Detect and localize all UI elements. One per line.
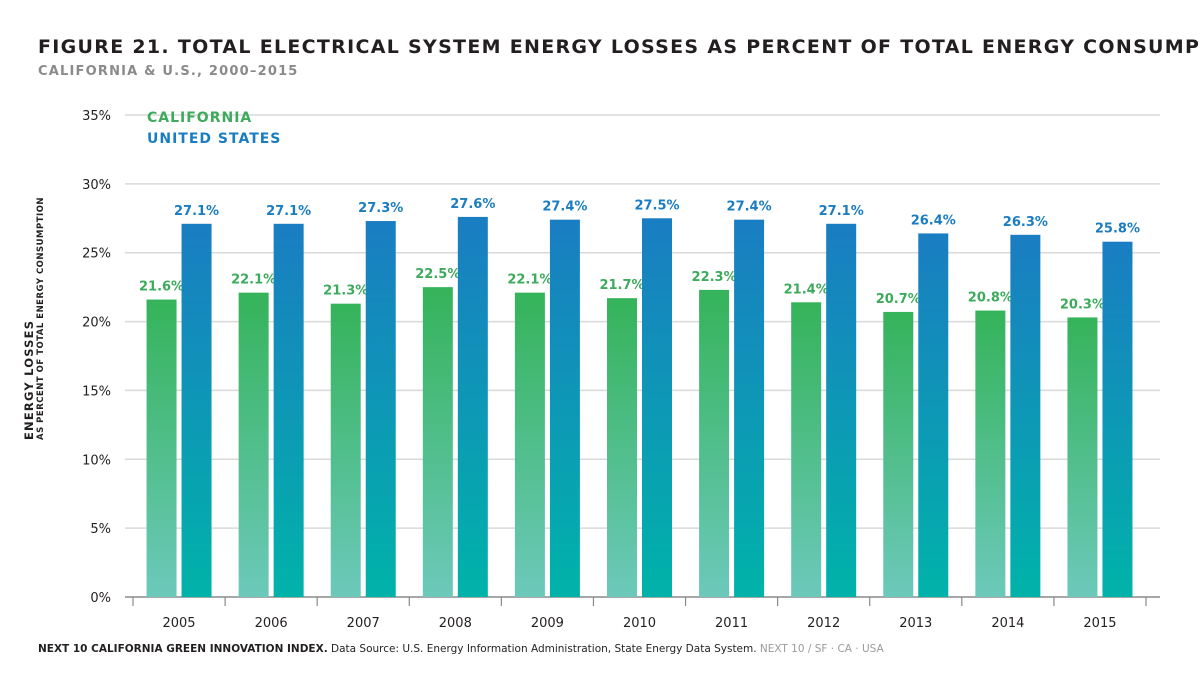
data-label-california: 22.3% — [692, 270, 737, 285]
data-label-us: 27.6% — [450, 197, 495, 212]
bar-us — [642, 218, 672, 598]
data-label-us: 27.1% — [266, 204, 311, 219]
data-label-california: 22.1% — [231, 273, 276, 288]
y-tick-label: 30% — [82, 178, 111, 193]
x-tick-label: 2013 — [899, 616, 932, 631]
bar-california — [975, 310, 1006, 597]
data-label-us: 27.1% — [819, 204, 864, 219]
x-tick-label: 2015 — [1083, 616, 1116, 631]
data-label-us: 27.4% — [542, 200, 587, 215]
data-label-california: 21.6% — [139, 280, 184, 295]
x-tick-label: 2014 — [991, 616, 1024, 631]
data-label-us: 25.8% — [1095, 222, 1140, 237]
y-tick-label: 10% — [82, 453, 111, 468]
bar-us — [1010, 234, 1041, 597]
data-label-us: 26.4% — [911, 213, 956, 228]
bar-us — [549, 219, 580, 598]
bar-us — [826, 223, 857, 597]
bar-us — [1102, 241, 1133, 597]
chart-subtitle: CALIFORNIA & U.S., 2000–2015 — [38, 64, 299, 79]
footer-source: Data Source: U.S. Energy Information Adm… — [327, 643, 757, 655]
data-label-california: 20.3% — [1060, 297, 1105, 312]
y-tick-label: 5% — [90, 522, 111, 537]
bar-us — [273, 223, 304, 597]
y-tick-label: 0% — [90, 591, 111, 606]
bar-california — [330, 303, 361, 597]
bar-us — [181, 223, 212, 597]
x-tick-label: 2012 — [807, 616, 840, 631]
data-label-us: 26.3% — [1003, 215, 1048, 230]
x-tick-label: 2006 — [255, 616, 288, 631]
chart-title: FIGURE 21. TOTAL ELECTRICAL SYSTEM ENERG… — [38, 36, 1200, 58]
bar-california — [791, 302, 822, 597]
data-label-us: 27.5% — [634, 198, 679, 213]
bar-california — [699, 289, 730, 597]
y-tick-label: 25% — [82, 247, 111, 262]
data-label-california: 22.1% — [507, 273, 552, 288]
data-label-california: 21.3% — [323, 284, 368, 299]
bar-us — [365, 221, 396, 598]
x-tick-label: 2007 — [347, 616, 380, 631]
data-label-us: 27.4% — [727, 200, 772, 215]
bar-california — [146, 299, 177, 597]
y-tick-label: 15% — [82, 384, 111, 399]
bar-us — [734, 219, 765, 598]
data-label-california: 21.7% — [599, 278, 644, 293]
x-tick-label: 2008 — [439, 616, 472, 631]
bar-california — [514, 292, 545, 597]
x-tick-label: 2009 — [531, 616, 564, 631]
bar-california — [883, 311, 914, 597]
legend-item: UNITED STATES — [147, 131, 281, 147]
bar-us — [918, 233, 949, 598]
x-tick-label: 2010 — [623, 616, 656, 631]
bar-california — [607, 298, 637, 597]
data-label-california: 20.8% — [968, 291, 1013, 306]
bar-us — [457, 216, 488, 597]
footer: NEXT 10 CALIFORNIA GREEN INNOVATION INDE… — [38, 643, 884, 655]
y-tick-label: 20% — [82, 316, 111, 331]
bar-california — [422, 287, 453, 597]
data-label-california: 22.5% — [415, 267, 460, 282]
footer-tag: NEXT 10 / SF · CA · USA — [756, 643, 884, 655]
footer-brand: NEXT 10 CALIFORNIA GREEN INNOVATION INDE… — [38, 643, 328, 655]
y-tick-label: 35% — [82, 109, 111, 124]
bar-california — [238, 292, 269, 597]
bar-california — [1067, 317, 1098, 597]
legend-item: CALIFORNIA — [147, 110, 252, 126]
x-tick-label: 2011 — [715, 616, 748, 631]
data-label-us: 27.3% — [358, 201, 403, 216]
x-tick-label: 2005 — [162, 616, 195, 631]
data-label-california: 20.7% — [876, 292, 921, 307]
data-label-us: 27.1% — [174, 204, 219, 219]
data-label-california: 21.4% — [784, 282, 829, 297]
